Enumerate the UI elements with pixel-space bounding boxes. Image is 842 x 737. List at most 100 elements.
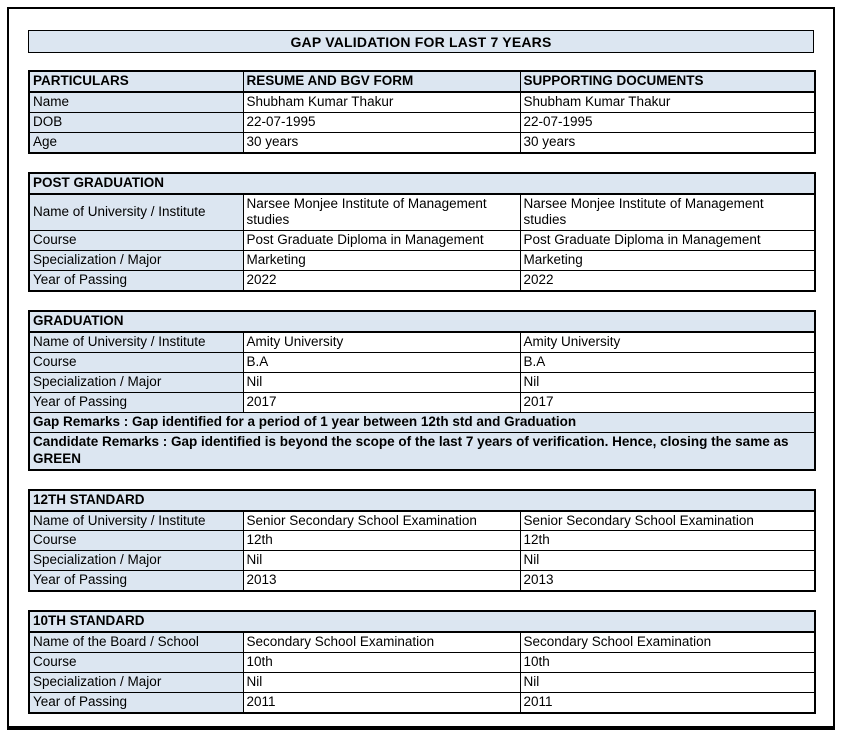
supporting-value: Nil xyxy=(519,672,816,693)
supporting-value: 10th xyxy=(519,652,816,673)
row-label: Specialization / Major xyxy=(28,371,244,393)
supporting-value: Marketing xyxy=(519,250,816,272)
row-label: Specialization / Major xyxy=(28,250,244,272)
table-row-university: Name of University / Institute Narsee Mo… xyxy=(28,192,816,232)
resume-value: B.A xyxy=(242,351,521,373)
section-heading-row: GRADUATION xyxy=(28,310,816,333)
resume-value: 2013 xyxy=(242,570,521,592)
supporting-value: 2011 xyxy=(519,691,816,714)
column-header-particulars: PARTICULARS xyxy=(28,70,244,93)
section-table-post-graduation: POST GRADUATION Name of University / Ins… xyxy=(28,171,816,293)
table-row-course: Course 12th 12th xyxy=(28,530,816,552)
resume-value: 2017 xyxy=(242,391,521,413)
resume-value: 30 years xyxy=(242,131,521,154)
supporting-value: Post Graduate Diploma in Management xyxy=(519,230,816,252)
table-row-specialization: Specialization / Major Nil Nil xyxy=(28,550,816,572)
resume-value: Marketing xyxy=(242,250,521,272)
resume-value: 2022 xyxy=(242,270,521,292)
table-row-year: Year of Passing 2022 2022 xyxy=(28,270,816,292)
row-label: Course xyxy=(28,351,244,373)
table-row-year: Year of Passing 2013 2013 xyxy=(28,570,816,592)
row-label: Year of Passing xyxy=(28,391,244,413)
table-row-specialization: Specialization / Major Nil Nil xyxy=(28,672,816,693)
supporting-value: B.A xyxy=(519,351,816,373)
row-label: Name xyxy=(28,91,244,113)
row-label: Year of Passing xyxy=(28,570,244,592)
resume-value: 22-07-1995 xyxy=(242,111,521,133)
section-heading: 10TH STANDARD xyxy=(28,610,816,634)
resume-value: Amity University xyxy=(242,331,521,353)
particulars-table: PARTICULARS RESUME AND BGV FORM SUPPORTI… xyxy=(28,70,816,154)
row-label: DOB xyxy=(28,111,244,133)
column-header-supporting-docs: SUPPORTING DOCUMENTS xyxy=(519,70,816,93)
resume-value: Nil xyxy=(242,550,521,572)
row-label: Name of University / Institute xyxy=(28,331,244,353)
column-header-resume-bgv: RESUME AND BGV FORM xyxy=(242,70,521,93)
table-row-university: Name of University / Institute Amity Uni… xyxy=(28,331,816,353)
section-heading: 12TH STANDARD xyxy=(28,489,816,512)
resume-value: Narsee Monjee Institute of Management st… xyxy=(242,192,521,232)
table-row-course: Course 10th 10th xyxy=(28,652,816,673)
resume-value: Post Graduate Diploma in Management xyxy=(242,230,521,252)
row-label: Specialization / Major xyxy=(28,550,244,572)
candidate-remarks: Candidate Remarks : Gap identified is be… xyxy=(28,431,816,471)
row-label: Name of the Board / School xyxy=(28,631,244,654)
resume-value: Nil xyxy=(242,672,521,693)
table-row-name: Name Shubham Kumar Thakur Shubham Kumar … xyxy=(28,91,816,113)
table-row-year: Year of Passing 2017 2017 xyxy=(28,391,816,413)
resume-value: 12th xyxy=(242,530,521,552)
resume-value: 10th xyxy=(242,652,521,673)
table-row-course: Course Post Graduate Diploma in Manageme… xyxy=(28,230,816,252)
table-row-age: Age 30 years 30 years xyxy=(28,131,816,154)
table-row-specialization: Specialization / Major Nil Nil xyxy=(28,371,816,393)
particulars-header-row: PARTICULARS RESUME AND BGV FORM SUPPORTI… xyxy=(28,70,816,93)
table-row-specialization: Specialization / Major Marketing Marketi… xyxy=(28,250,816,272)
supporting-value: 30 years xyxy=(519,131,816,154)
resume-value: Secondary School Examination xyxy=(242,631,521,654)
supporting-value: Shubham Kumar Thakur xyxy=(519,91,816,113)
row-label: Year of Passing xyxy=(28,691,244,714)
gap-remarks: Gap Remarks : Gap identified for a perio… xyxy=(28,411,816,433)
row-label: Name of University / Institute xyxy=(28,509,244,532)
supporting-value: Narsee Monjee Institute of Management st… xyxy=(519,192,816,232)
table-row-dob: DOB 22-07-1995 22-07-1995 xyxy=(28,111,816,133)
section-table-12th-standard: 12TH STANDARD Name of University / Insti… xyxy=(28,488,817,593)
resume-value: 2011 xyxy=(242,691,521,714)
table-row-course: Course B.A B.A xyxy=(28,351,816,373)
section-table-10th-standard: 10TH STANDARD Name of the Board / School… xyxy=(28,610,817,714)
section-heading-row: 12TH STANDARD xyxy=(28,489,816,512)
table-row-board: Name of the Board / School Secondary Sch… xyxy=(28,631,816,654)
supporting-value: 12th xyxy=(519,530,816,552)
supporting-value: 2017 xyxy=(519,391,816,413)
section-table-graduation: GRADUATION Name of University / Institut… xyxy=(28,310,816,471)
supporting-value: Amity University xyxy=(519,331,816,353)
row-label: Age xyxy=(28,131,244,154)
row-label: Course xyxy=(28,652,244,673)
supporting-value: Senior Secondary School Examination xyxy=(519,509,816,532)
row-label: Course xyxy=(28,530,244,552)
row-label: Name of University / Institute xyxy=(28,192,244,232)
document-title-bar: GAP VALIDATION FOR LAST 7 YEARS xyxy=(28,30,814,53)
candidate-remarks-row: Candidate Remarks : Gap identified is be… xyxy=(28,431,816,471)
row-label: Specialization / Major xyxy=(28,672,244,693)
section-heading: POST GRADUATION xyxy=(28,172,816,195)
row-label: Year of Passing xyxy=(28,270,244,292)
supporting-value: Nil xyxy=(519,550,816,572)
table-row-university: Name of University / Institute Senior Se… xyxy=(28,509,816,532)
supporting-value: Secondary School Examination xyxy=(519,631,816,654)
supporting-value: 22-07-1995 xyxy=(519,111,816,133)
section-heading-row: POST GRADUATION xyxy=(28,172,816,195)
document-page: GAP VALIDATION FOR LAST 7 YEARS PARTICUL… xyxy=(7,7,835,730)
row-label: Course xyxy=(28,230,244,252)
supporting-value: Nil xyxy=(519,371,816,393)
resume-value: Shubham Kumar Thakur xyxy=(242,91,521,113)
resume-value: Nil xyxy=(242,371,521,393)
supporting-value: 2013 xyxy=(519,570,816,592)
resume-value: Senior Secondary School Examination xyxy=(242,509,521,532)
supporting-value: 2022 xyxy=(519,270,816,292)
section-heading: GRADUATION xyxy=(28,310,816,333)
section-heading-row: 10TH STANDARD xyxy=(28,610,816,634)
page-title: GAP VALIDATION FOR LAST 7 YEARS xyxy=(290,33,552,50)
gap-remarks-row: Gap Remarks : Gap identified for a perio… xyxy=(28,411,816,433)
table-row-year: Year of Passing 2011 2011 xyxy=(28,691,816,714)
